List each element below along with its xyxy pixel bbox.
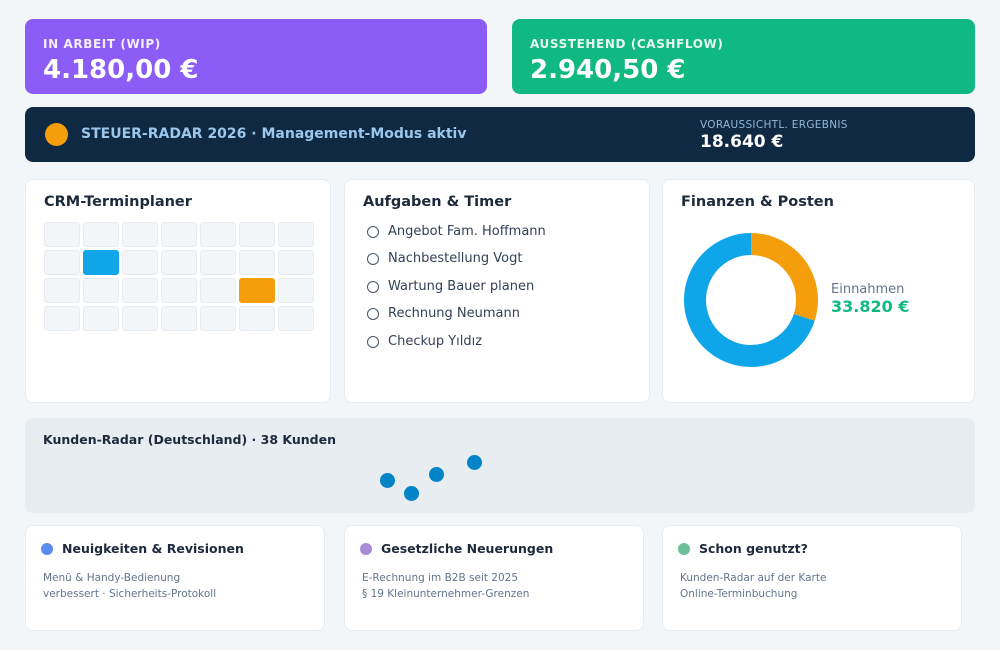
kpi-cashflow-value: 2.940,50 € xyxy=(530,55,686,85)
calendar-grid xyxy=(44,222,314,331)
crm-title: CRM-Terminplaner xyxy=(44,194,192,210)
finance-title: Finanzen & Posten xyxy=(681,194,834,210)
bullet-icon xyxy=(41,543,53,555)
calendar-slot[interactable] xyxy=(83,306,119,331)
calendar-slot[interactable] xyxy=(122,250,158,275)
kpi-cashflow-label: AUSSTEHEND (CASHFLOW) xyxy=(530,37,724,51)
finance-card: Finanzen & Posten Einnahmen 33.820 € xyxy=(662,179,975,403)
donut-segment-1 xyxy=(684,233,818,367)
calendar-slot[interactable] xyxy=(200,306,236,331)
kpi-cashflow-card: AUSSTEHEND (CASHFLOW) 2.940,50 € xyxy=(512,19,975,94)
map-pin-icon[interactable] xyxy=(467,455,482,470)
calendar-appointment[interactable] xyxy=(239,278,275,303)
law-line: § 19 Kleinunternehmer-Grenzen xyxy=(362,588,530,600)
task-label: Nachbestellung Vogt xyxy=(388,251,523,266)
finance-donut-chart xyxy=(684,233,818,367)
calendar-appointment[interactable] xyxy=(83,250,119,275)
bullet-icon xyxy=(678,543,690,555)
calendar-slot[interactable] xyxy=(239,250,275,275)
calendar-slot[interactable] xyxy=(161,222,197,247)
checkbox-icon[interactable] xyxy=(367,307,379,320)
income-value: 33.820 € xyxy=(831,297,910,316)
map-pin-icon[interactable] xyxy=(404,486,419,501)
used-title: Schon genutzt? xyxy=(699,541,808,556)
task-label: Wartung Bauer planen xyxy=(388,279,535,294)
already-used-card[interactable]: Schon genutzt? Kunden-Radar auf der Kart… xyxy=(662,525,962,631)
task-item[interactable]: Angebot Fam. Hoffmann xyxy=(367,224,546,239)
tax-radar-banner: STEUER-RADAR 2026 · Management-Modus akt… xyxy=(25,107,975,162)
news-card[interactable]: Neuigkeiten & Revisionen Menü & Handy-Be… xyxy=(25,525,325,631)
law-title: Gesetzliche Neuerungen xyxy=(381,541,554,556)
result-value: 18.640 € xyxy=(700,132,784,152)
result-label: VORAUSSICHTL. ERGEBNIS xyxy=(700,119,848,131)
calendar-slot[interactable] xyxy=(278,306,314,331)
calendar-slot[interactable] xyxy=(122,222,158,247)
calendar-slot[interactable] xyxy=(44,222,80,247)
calendar-slot[interactable] xyxy=(200,250,236,275)
news-line: Menü & Handy-Bedienung xyxy=(43,572,181,584)
law-line: E-Rechnung im B2B seit 2025 xyxy=(362,572,519,584)
task-item[interactable]: Wartung Bauer planen xyxy=(367,279,534,294)
calendar-slot[interactable] xyxy=(83,278,119,303)
calendar-slot[interactable] xyxy=(44,250,80,275)
calendar-slot[interactable] xyxy=(239,222,275,247)
task-item[interactable]: Nachbestellung Vogt xyxy=(367,251,522,266)
map-pin-icon[interactable] xyxy=(429,467,444,482)
bullet-icon xyxy=(360,543,372,555)
calendar-slot[interactable] xyxy=(122,278,158,303)
calendar-slot[interactable] xyxy=(161,278,197,303)
kpi-wip-value: 4.180,00 € xyxy=(43,55,199,85)
tasks-card: Aufgaben & Timer Angebot Fam. Hoffmann N… xyxy=(344,179,650,403)
calendar-slot[interactable] xyxy=(122,306,158,331)
income-label: Einnahmen xyxy=(831,282,905,297)
checkbox-icon[interactable] xyxy=(367,225,379,238)
used-line: Kunden-Radar auf der Karte xyxy=(680,572,827,584)
task-label: Checkup Yıldız xyxy=(388,334,483,349)
checkbox-icon[interactable] xyxy=(367,335,379,348)
calendar-slot[interactable] xyxy=(278,278,314,303)
news-line: verbessert · Sicherheits-Protokoll xyxy=(43,588,217,600)
kpi-wip-label: IN ARBEIT (WIP) xyxy=(43,37,161,51)
task-label: Rechnung Neumann xyxy=(388,306,521,321)
task-item[interactable]: Rechnung Neumann xyxy=(367,306,520,321)
news-title: Neuigkeiten & Revisionen xyxy=(62,541,244,556)
calendar-slot[interactable] xyxy=(200,278,236,303)
calendar-slot[interactable] xyxy=(161,250,197,275)
crm-scheduler-card: CRM-Terminplaner xyxy=(25,179,331,403)
banner-title: STEUER-RADAR 2026 · Management-Modus akt… xyxy=(81,126,467,142)
law-updates-card[interactable]: Gesetzliche Neuerungen E-Rechnung im B2B… xyxy=(344,525,644,631)
calendar-slot[interactable] xyxy=(44,306,80,331)
calendar-slot[interactable] xyxy=(278,250,314,275)
calendar-slot[interactable] xyxy=(200,222,236,247)
radar-title: Kunden-Radar (Deutschland) · 38 Kunden xyxy=(43,432,336,447)
checkbox-icon[interactable] xyxy=(367,280,379,293)
calendar-slot[interactable] xyxy=(161,306,197,331)
calendar-slot[interactable] xyxy=(278,222,314,247)
used-line: Online-Terminbuchung xyxy=(680,588,798,600)
calendar-slot[interactable] xyxy=(239,306,275,331)
status-dot-icon xyxy=(45,123,68,146)
kpi-wip-card: IN ARBEIT (WIP) 4.180,00 € xyxy=(25,19,487,94)
map-pin-icon[interactable] xyxy=(380,473,395,488)
calendar-slot[interactable] xyxy=(83,222,119,247)
task-label: Angebot Fam. Hoffmann xyxy=(388,224,546,239)
task-item[interactable]: Checkup Yıldız xyxy=(367,334,482,349)
calendar-slot[interactable] xyxy=(44,278,80,303)
checkbox-icon[interactable] xyxy=(367,252,379,265)
tasks-title: Aufgaben & Timer xyxy=(363,194,512,210)
customer-radar-map[interactable]: Kunden-Radar (Deutschland) · 38 Kunden xyxy=(25,418,975,513)
